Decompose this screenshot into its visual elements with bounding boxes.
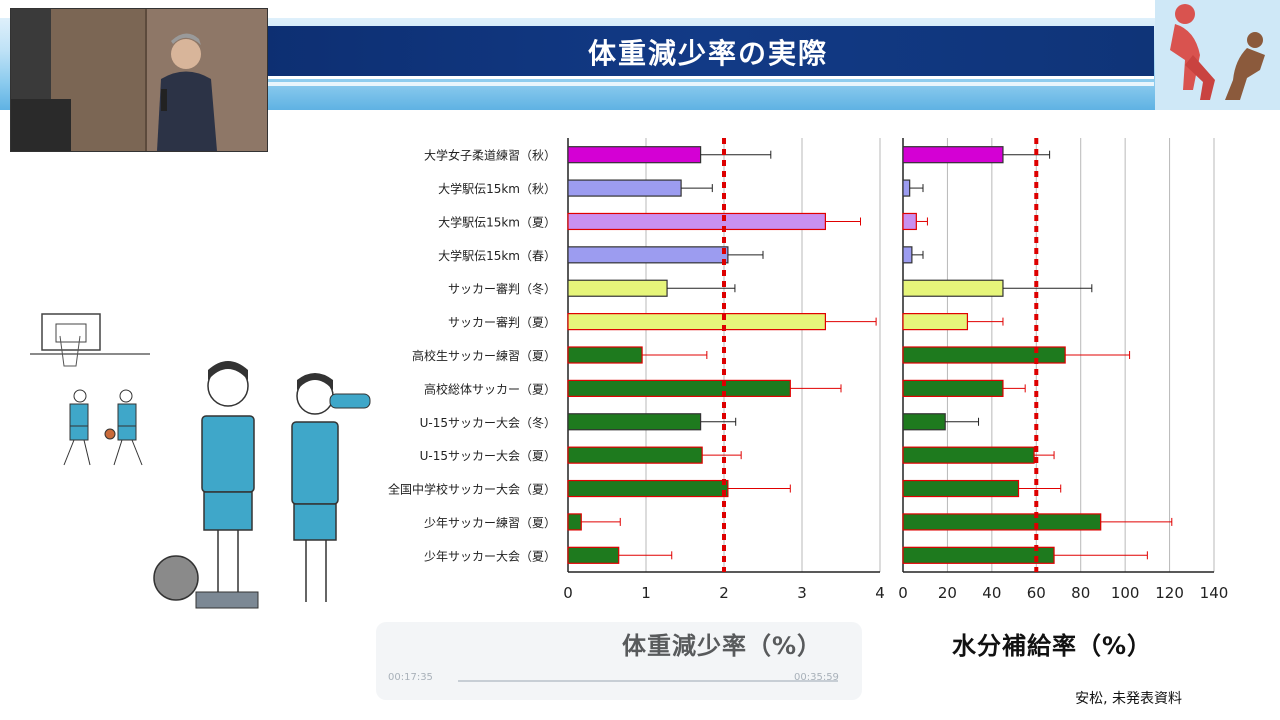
right-bar bbox=[902, 479, 1020, 498]
right-tick-label: 80 bbox=[1071, 584, 1090, 602]
right-bar bbox=[902, 346, 1066, 364]
left-bar bbox=[567, 179, 682, 197]
category-label: 大学駅伝15km（秋） bbox=[438, 181, 556, 196]
right-bar bbox=[902, 379, 1004, 397]
player-total-time: 00:35:59 bbox=[794, 672, 839, 683]
right-chart-xlabel: 水分補給率（%） bbox=[952, 632, 1153, 660]
video-player-controls[interactable]: 00:17:35 00:35:59 bbox=[376, 622, 862, 700]
category-label: 少年サッカー練習（夏） bbox=[424, 516, 556, 530]
left-bar bbox=[567, 379, 791, 397]
right-tick-label: 60 bbox=[1027, 584, 1046, 602]
banner-stripe bbox=[262, 82, 1154, 86]
right-bar bbox=[902, 446, 1035, 464]
right-bar bbox=[902, 212, 917, 231]
speaker-video-thumbnail[interactable] bbox=[10, 8, 268, 152]
left-bar bbox=[567, 346, 643, 364]
athlete-silhouette-image bbox=[1155, 0, 1280, 110]
right-bar bbox=[902, 546, 1055, 564]
right-tick-label: 0 bbox=[898, 584, 908, 602]
right-tick-label: 140 bbox=[1200, 584, 1229, 602]
right-bar bbox=[902, 146, 1004, 164]
category-label: 高校総体サッカー（夏） bbox=[424, 381, 556, 396]
speaker-image bbox=[11, 9, 267, 151]
category-label: 大学駅伝15km（夏） bbox=[438, 214, 556, 229]
left-tick-label: 3 bbox=[797, 584, 807, 602]
left-bar bbox=[567, 546, 620, 564]
left-bar bbox=[567, 446, 703, 464]
left-tick-label: 2 bbox=[719, 584, 729, 602]
right-bar bbox=[902, 313, 969, 331]
source-note: 安松, 未発表資料 bbox=[1075, 691, 1182, 707]
right-tick-label: 40 bbox=[982, 584, 1001, 602]
left-bar bbox=[567, 212, 826, 231]
left-bar bbox=[567, 313, 826, 331]
player-seek-bar[interactable] bbox=[458, 680, 838, 682]
right-bar bbox=[902, 246, 913, 264]
right-tick-label: 100 bbox=[1111, 584, 1140, 602]
right-bar bbox=[902, 513, 1102, 531]
right-tick-label: 20 bbox=[938, 584, 957, 602]
left-chart-xlabel: 体重減少率（%） bbox=[622, 632, 823, 660]
athletes-illustration bbox=[30, 313, 371, 609]
title-bar: 体重減少率の実際 bbox=[262, 26, 1154, 79]
left-bar bbox=[567, 479, 729, 498]
category-label: サッカー審判（夏） bbox=[448, 315, 556, 330]
left-bar bbox=[567, 246, 729, 264]
page-title: 体重減少率の実際 bbox=[587, 37, 828, 70]
player-current-time: 00:17:35 bbox=[388, 672, 433, 683]
left-bar bbox=[567, 146, 702, 164]
left-bar bbox=[567, 413, 702, 431]
category-label: 少年サッカー大会（夏） bbox=[424, 549, 556, 563]
left-bar bbox=[567, 279, 668, 297]
category-label: U-15サッカー大会（冬） bbox=[420, 415, 556, 430]
left-bar bbox=[567, 513, 582, 531]
category-label: 大学女子柔道練習（秋） bbox=[424, 148, 556, 163]
category-label: 全国中学校サッカー大会（夏） bbox=[388, 482, 556, 497]
right-bar bbox=[902, 279, 1004, 297]
left-tick-label: 4 bbox=[875, 584, 885, 602]
left-tick-label: 1 bbox=[641, 584, 651, 602]
right-bar bbox=[902, 413, 946, 431]
category-label: U-15サッカー大会（夏） bbox=[420, 449, 556, 463]
category-label: サッカー審判（冬） bbox=[448, 281, 556, 296]
category-label: 大学駅伝15km（春） bbox=[438, 248, 556, 263]
right-bar bbox=[902, 179, 911, 197]
category-label: 高校生サッカー練習（夏） bbox=[412, 348, 556, 363]
right-tick-label: 120 bbox=[1155, 584, 1184, 602]
left-tick-label: 0 bbox=[563, 584, 573, 602]
